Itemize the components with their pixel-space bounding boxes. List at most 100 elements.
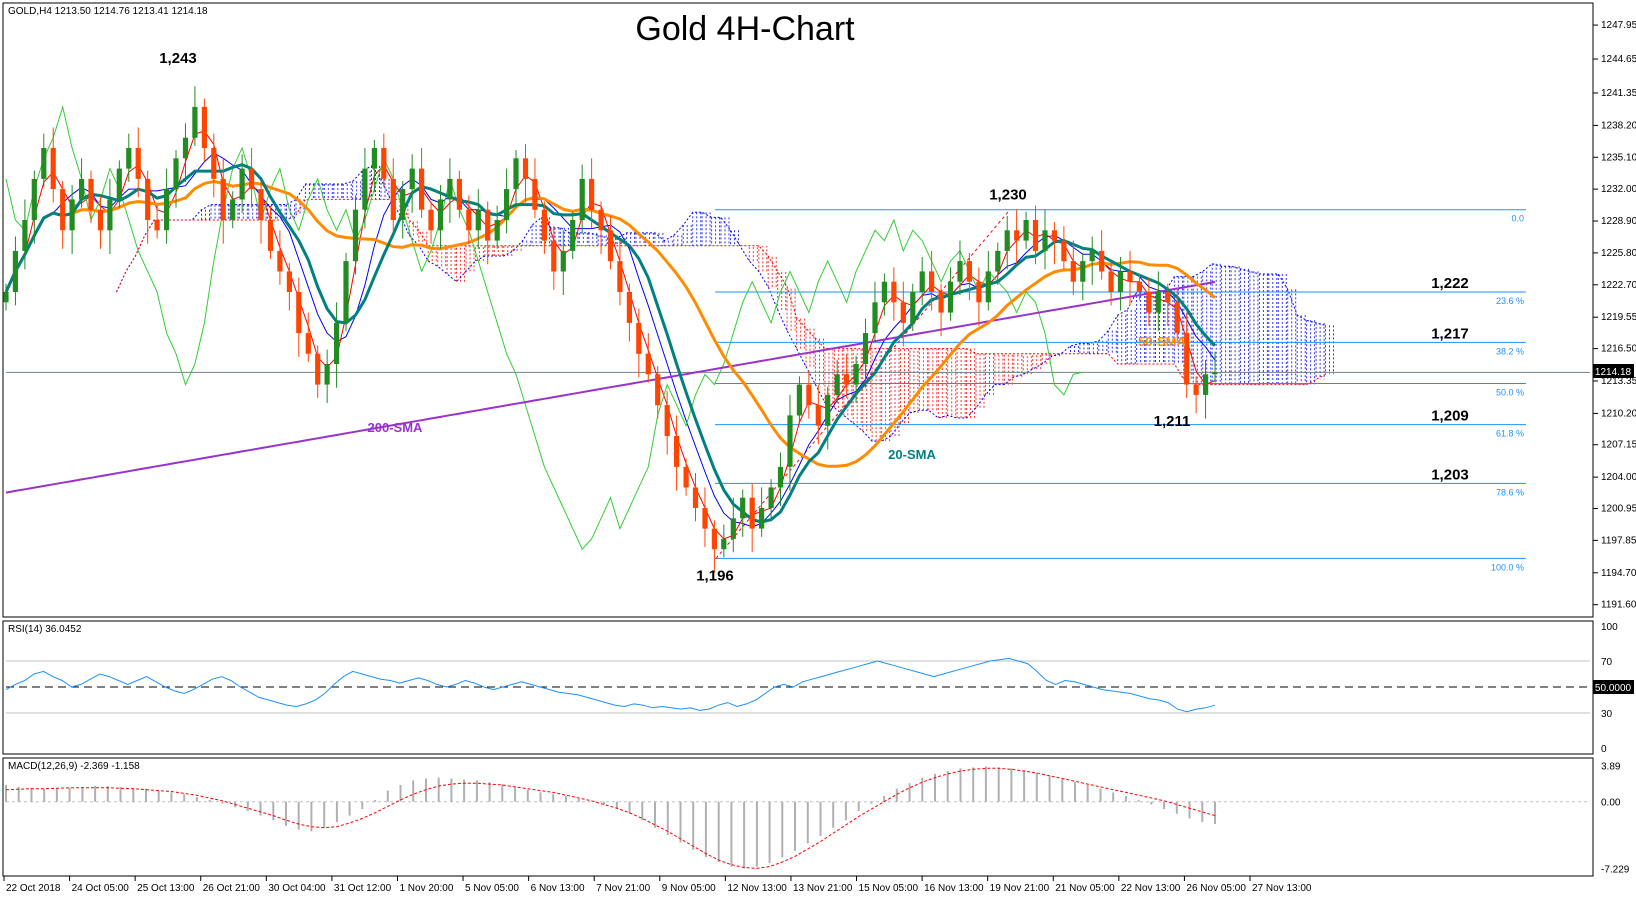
candle-body [324, 364, 330, 385]
candle-body [957, 261, 963, 282]
annotation-high-1243: 1,243 [159, 50, 197, 67]
candle-body [267, 220, 274, 251]
macd-panel: 3.89 0.00 -7.229 [5, 762, 1630, 876]
candle-body [966, 261, 972, 282]
candle-body [938, 292, 944, 313]
candle-body [607, 230, 614, 262]
candle-body [97, 209, 104, 231]
price-tick-label: 1225.80 [1601, 248, 1636, 259]
candle-body [636, 322, 642, 354]
candle-body [1042, 230, 1048, 251]
candle-body [1014, 230, 1020, 241]
candle-body [211, 148, 217, 179]
rsi-line [5, 657, 1216, 713]
moving-averages [4, 104, 1217, 550]
candle-body [815, 405, 821, 426]
candle-body [985, 271, 991, 303]
time-tick-label: 26 Nov 05:00 [1186, 883, 1246, 894]
candle-body [79, 178, 85, 200]
candle-body [664, 405, 670, 436]
candle-body [409, 168, 415, 190]
time-tick-label: 31 Oct 12:00 [334, 883, 392, 894]
candle-body [759, 508, 765, 529]
candle-body [919, 271, 925, 292]
last-price-box [1593, 364, 1634, 378]
price-tick-label: 1244.65 [1601, 54, 1636, 65]
candle-body [1117, 271, 1124, 292]
candle-body [806, 384, 812, 406]
candle-body [702, 508, 708, 529]
time-tick-label: 16 Nov 13:00 [924, 883, 984, 894]
time-tick-label: 6 Nov 13:00 [531, 883, 585, 894]
candle-body [60, 189, 66, 231]
time-tick-label: 7 Nov 21:00 [596, 883, 650, 894]
price-header: GOLD,H4 1213.50 1214.76 1213.41 1214.18 [8, 6, 208, 17]
candle-body [50, 148, 56, 190]
senkou-span-b [116, 198, 1326, 386]
candle-body [390, 178, 396, 220]
candle-body [154, 220, 160, 231]
candle-body [844, 374, 850, 385]
rsi-tick-label: 30 [1601, 709, 1613, 720]
time-tick-label: 5 Nov 05:00 [465, 883, 519, 894]
candle-body [371, 148, 377, 169]
candle-body [711, 528, 717, 550]
candle-body [69, 199, 75, 231]
candle-body [1174, 302, 1180, 334]
time-tick-label: 27 Nov 13:00 [1252, 883, 1312, 894]
candle-body [560, 250, 566, 272]
fib-level-label: 61.8 % [1496, 429, 1524, 439]
rsi-header: RSI(14) 36.0452 [8, 624, 82, 635]
candle-body [494, 220, 500, 241]
candle-body [1080, 261, 1086, 282]
price-tick-label: 1222.70 [1601, 280, 1636, 291]
candle-body [834, 374, 840, 395]
level-annotation-1217: 1,217 [1431, 325, 1469, 342]
candle-body [88, 178, 94, 210]
candle-body [1193, 384, 1199, 395]
candle-body [286, 271, 292, 292]
candle-body [900, 302, 906, 323]
level-annotation-1222: 1,222 [1431, 275, 1469, 292]
price-tick-label: 1219.55 [1601, 312, 1636, 323]
price-panel-frame [2, 2, 1594, 618]
candle-body [872, 302, 878, 334]
candle-body [1184, 333, 1190, 385]
price-tick-label: 1235.10 [1601, 152, 1636, 163]
last-price-label: 1214.18 [1595, 367, 1632, 378]
candle-body [164, 189, 170, 231]
fib-level-label: 0.0 [1511, 214, 1524, 224]
candle-body [31, 178, 37, 220]
candle-body [504, 189, 510, 220]
price-tick-label: 1238.20 [1601, 120, 1636, 131]
macd-tick-label: 0.00 [1601, 798, 1621, 809]
candle-body [305, 333, 311, 354]
candle-body [1051, 230, 1057, 241]
price-axis: 1247.95 1244.65 1241.35 1238.20 1235.10 1232.… [1593, 20, 1636, 611]
rsi-tick-label: 70 [1601, 657, 1613, 668]
annotation-high-1230: 1,230 [989, 187, 1027, 204]
sma200-line [5, 280, 1216, 494]
candle-body [135, 148, 141, 179]
chikou-line [5, 104, 1083, 550]
candle-body [881, 281, 887, 303]
fib-level-label: 100.0 % [1491, 562, 1524, 572]
price-tick-label: 1207.15 [1601, 440, 1636, 451]
macd-panel-frame [2, 757, 1594, 877]
sma50-label: 50-SMA [1138, 334, 1186, 349]
price-tick-label: 1228.90 [1601, 216, 1636, 227]
price-tick-label: 1210.20 [1601, 408, 1636, 419]
candle-body [995, 250, 1001, 272]
candle-body [853, 364, 859, 385]
senkou-span-a [116, 165, 1326, 442]
candle-body [296, 292, 302, 334]
candle-body [456, 178, 462, 210]
fib-level-label: 23.6 % [1496, 296, 1524, 306]
candle-body [1099, 250, 1105, 272]
candle-body [929, 271, 935, 292]
candle-body [3, 292, 9, 303]
price-tick-label: 1200.95 [1601, 504, 1636, 515]
candle-body [362, 168, 368, 210]
